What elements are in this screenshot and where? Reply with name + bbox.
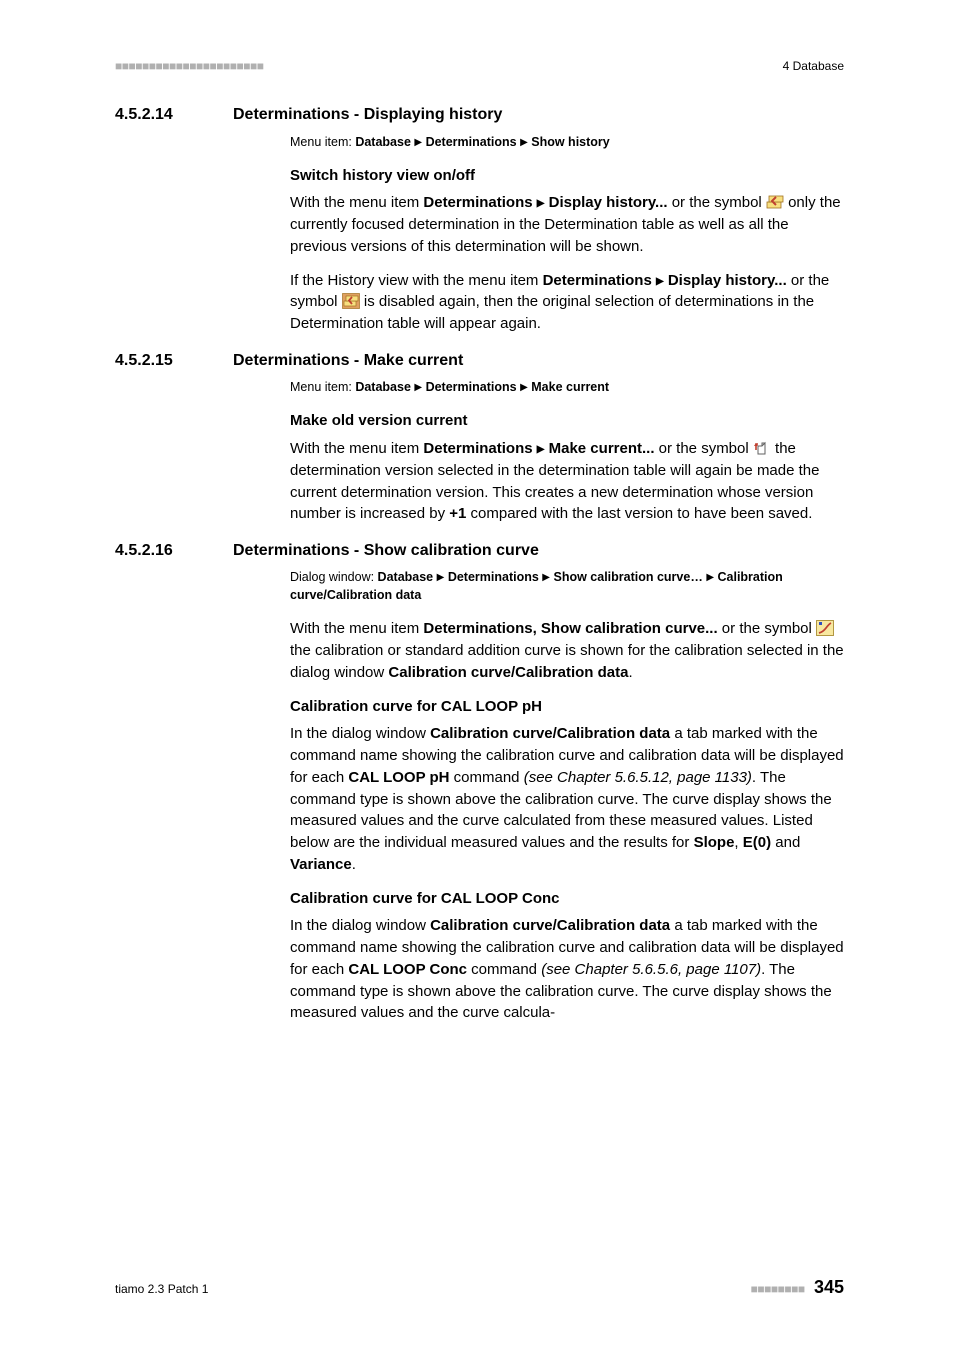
history-toggle-icon <box>766 194 784 210</box>
make-current-icon <box>753 440 771 456</box>
body-paragraph: With the menu item Determinations, Show … <box>290 618 844 683</box>
sub-heading: Calibration curve for CAL LOOP Conc <box>290 888 844 910</box>
section-number: 4.5.2.15 <box>115 349 197 372</box>
sub-heading: Switch history view on/off <box>290 165 844 187</box>
footer-deco-bars: ■■■■■■■■ <box>751 1282 805 1296</box>
footer-page-number: 345 <box>814 1277 844 1297</box>
header-chapter: 4 Database <box>783 58 844 75</box>
body-paragraph: In the dialog window Calibration curve/C… <box>290 915 844 1024</box>
footer-product: tiamo 2.3 Patch 1 <box>115 1281 208 1298</box>
menu-path: Dialog window: Database ▶ Determinations… <box>290 568 844 604</box>
menu-path: Menu item: Database ▶ Determinations ▶ M… <box>290 378 844 396</box>
body-paragraph: In the dialog window Calibration curve/C… <box>290 723 844 875</box>
header-deco-bars: ■■■■■■■■■■■■■■■■■■■■■■ <box>115 58 263 75</box>
body-paragraph: With the menu item Determinations ▶ Disp… <box>290 192 844 257</box>
sub-heading: Calibration curve for CAL LOOP pH <box>290 696 844 718</box>
body-paragraph: With the menu item Determinations ▶ Make… <box>290 438 844 525</box>
section-number: 4.5.2.16 <box>115 539 197 562</box>
sub-heading: Make old version current <box>290 410 844 432</box>
body-paragraph: If the History view with the menu item D… <box>290 270 844 335</box>
section-title: Determinations - Make current <box>233 349 463 372</box>
page-footer: tiamo 2.3 Patch 1 ■■■■■■■■ 345 <box>115 1274 844 1300</box>
section-heading: 4.5.2.14 Determinations - Displaying hist… <box>115 103 844 126</box>
page-header: ■■■■■■■■■■■■■■■■■■■■■■ 4 Database <box>115 58 844 75</box>
calibration-curve-icon <box>816 620 834 636</box>
menu-path: Menu item: Database ▶ Determinations ▶ S… <box>290 133 844 151</box>
section-heading: 4.5.2.15 Determinations - Make current <box>115 349 844 372</box>
history-toggle-active-icon <box>342 293 360 309</box>
section-heading: 4.5.2.16 Determinations - Show calibratio… <box>115 539 844 562</box>
section-title: Determinations - Displaying history <box>233 103 502 126</box>
section-number: 4.5.2.14 <box>115 103 197 126</box>
section-title: Determinations - Show calibration curve <box>233 539 539 562</box>
